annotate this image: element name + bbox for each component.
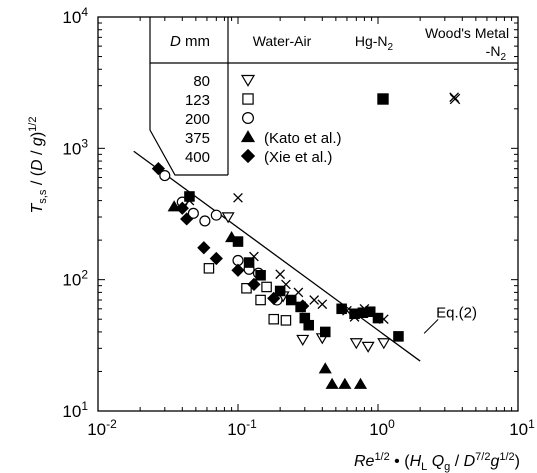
data-point-square-open bbox=[280, 315, 292, 326]
data-point-square-filled bbox=[303, 319, 314, 331]
legend-d-value: 123 bbox=[185, 92, 210, 109]
data-point-triangle-down-open bbox=[349, 338, 363, 350]
data-point-square-filled bbox=[243, 257, 255, 268]
data-point-square-filled bbox=[285, 294, 297, 306]
legend-marker-triangle-up-filled bbox=[240, 130, 256, 143]
legend-d-value: 80 bbox=[193, 73, 210, 90]
legend-marker-triangle-down-open bbox=[240, 74, 256, 87]
eq2-leader bbox=[423, 319, 439, 334]
data-point-x bbox=[449, 92, 460, 103]
legend-source-label: (Xie et al.) bbox=[264, 149, 332, 166]
data-point-diamond-filled bbox=[180, 212, 194, 226]
legend-col-woods-metal: Wood's Metal bbox=[425, 25, 509, 41]
legend-d-header: D mm bbox=[170, 33, 210, 50]
data-point-square-open bbox=[203, 263, 215, 274]
y-tick-label: 103 bbox=[62, 136, 88, 158]
data-point-x bbox=[349, 312, 360, 322]
legend-col-woods-metal-n2: -N2 bbox=[486, 43, 507, 63]
data-point-x bbox=[233, 192, 243, 203]
x-tick-label: 10-1 bbox=[227, 417, 257, 439]
data-point-diamond-filled bbox=[151, 162, 166, 176]
data-point-circle-open bbox=[159, 170, 171, 182]
data-point-circle-open bbox=[210, 209, 222, 221]
data-point-x bbox=[378, 314, 389, 325]
legend-marker-diamond-filled bbox=[240, 148, 256, 164]
eq2-line bbox=[133, 150, 421, 362]
legend-marker-circle-open bbox=[242, 111, 255, 124]
data-point-x bbox=[317, 299, 328, 310]
data-point-x bbox=[309, 295, 320, 305]
legend-marker-square-filled bbox=[377, 93, 389, 105]
axis-ticks bbox=[97, 17, 518, 412]
data-point-square-open bbox=[241, 282, 252, 294]
data-point-x bbox=[249, 251, 259, 262]
x-tick-label: 10-2 bbox=[87, 417, 117, 439]
data-point-diamond-filled bbox=[197, 241, 211, 255]
y-tick-label: 102 bbox=[62, 268, 88, 290]
data-point-diamond-filled bbox=[175, 201, 189, 215]
x-axis-label: Re1/2 • (HL Qg / D7/2g1/2) bbox=[354, 451, 520, 473]
y-tick-label: 104 bbox=[62, 5, 88, 27]
data-point-x bbox=[342, 305, 352, 316]
data-point-square-filled bbox=[336, 303, 347, 315]
legend-d-value: 400 bbox=[185, 149, 210, 166]
eq2-label: Eq.(2) bbox=[436, 304, 477, 321]
data-point-diamond-filled bbox=[209, 251, 223, 266]
data-point-circle-open bbox=[199, 215, 211, 227]
data-point-x bbox=[275, 269, 286, 280]
data-point-square-open bbox=[255, 294, 266, 306]
data-point-x bbox=[281, 279, 291, 290]
legend-marker-square-open bbox=[242, 93, 254, 105]
data-point-triangle-down-open bbox=[221, 212, 235, 224]
legend: D mm Water-Air Hg-N2 Wood's Metal -N2 80 123 20… bbox=[149, 17, 518, 176]
data-points bbox=[151, 92, 460, 389]
data-point-diamond-filled bbox=[247, 277, 261, 292]
data-point-square-open bbox=[268, 313, 280, 325]
data-point-triangle-down-open bbox=[377, 338, 391, 350]
plot-frame bbox=[97, 16, 519, 412]
legend-d-value: 200 bbox=[185, 111, 210, 128]
legend-d-value: 375 bbox=[185, 130, 210, 147]
legend-marker-x bbox=[449, 93, 461, 105]
legend-col-water-air: Water-Air bbox=[253, 33, 312, 49]
data-point-square-filled bbox=[295, 301, 306, 313]
data-point-triangle-up-filled bbox=[318, 362, 332, 374]
axis-labels: 10-2 10-1 100 101 101 102 103 104 Re1/2 • (HL Qg… bbox=[27, 5, 535, 473]
legend-col-hg-n2: Hg-N2 bbox=[355, 33, 394, 53]
legend-d-column-border bbox=[149, 63, 228, 176]
x-tick-label: 101 bbox=[509, 417, 535, 439]
x-tick-label: 100 bbox=[369, 417, 395, 439]
data-point-triangle-down-open bbox=[296, 334, 310, 346]
data-point-square-filled bbox=[232, 236, 244, 247]
data-point-triangle-up-filled bbox=[353, 377, 368, 389]
data-point-square-open bbox=[261, 281, 272, 293]
data-point-x bbox=[184, 195, 195, 206]
legend-source-label: (Kato et al.) bbox=[264, 130, 342, 147]
data-point-square-filled bbox=[393, 331, 404, 342]
y-tick-label: 101 bbox=[62, 399, 88, 421]
data-point-circle-open bbox=[187, 207, 199, 219]
y-axis-label: Ts,s / (D / g)1/2 bbox=[27, 117, 49, 214]
plot-border bbox=[97, 16, 519, 412]
data-point-triangle-up-filled bbox=[338, 377, 352, 389]
data-point-triangle-up-filled bbox=[325, 377, 339, 389]
data-point-square-filled bbox=[319, 326, 331, 338]
data-point-square-filled bbox=[364, 306, 376, 318]
data-point-triangle-down-open bbox=[361, 341, 375, 353]
data-point-x bbox=[359, 303, 370, 314]
data-point-square-filled bbox=[255, 270, 266, 281]
data-point-square-filled bbox=[274, 285, 286, 297]
fit-line-layer: Eq.(2) bbox=[133, 150, 477, 362]
data-point-x bbox=[293, 287, 304, 298]
data-point-diamond-filled bbox=[231, 263, 245, 277]
